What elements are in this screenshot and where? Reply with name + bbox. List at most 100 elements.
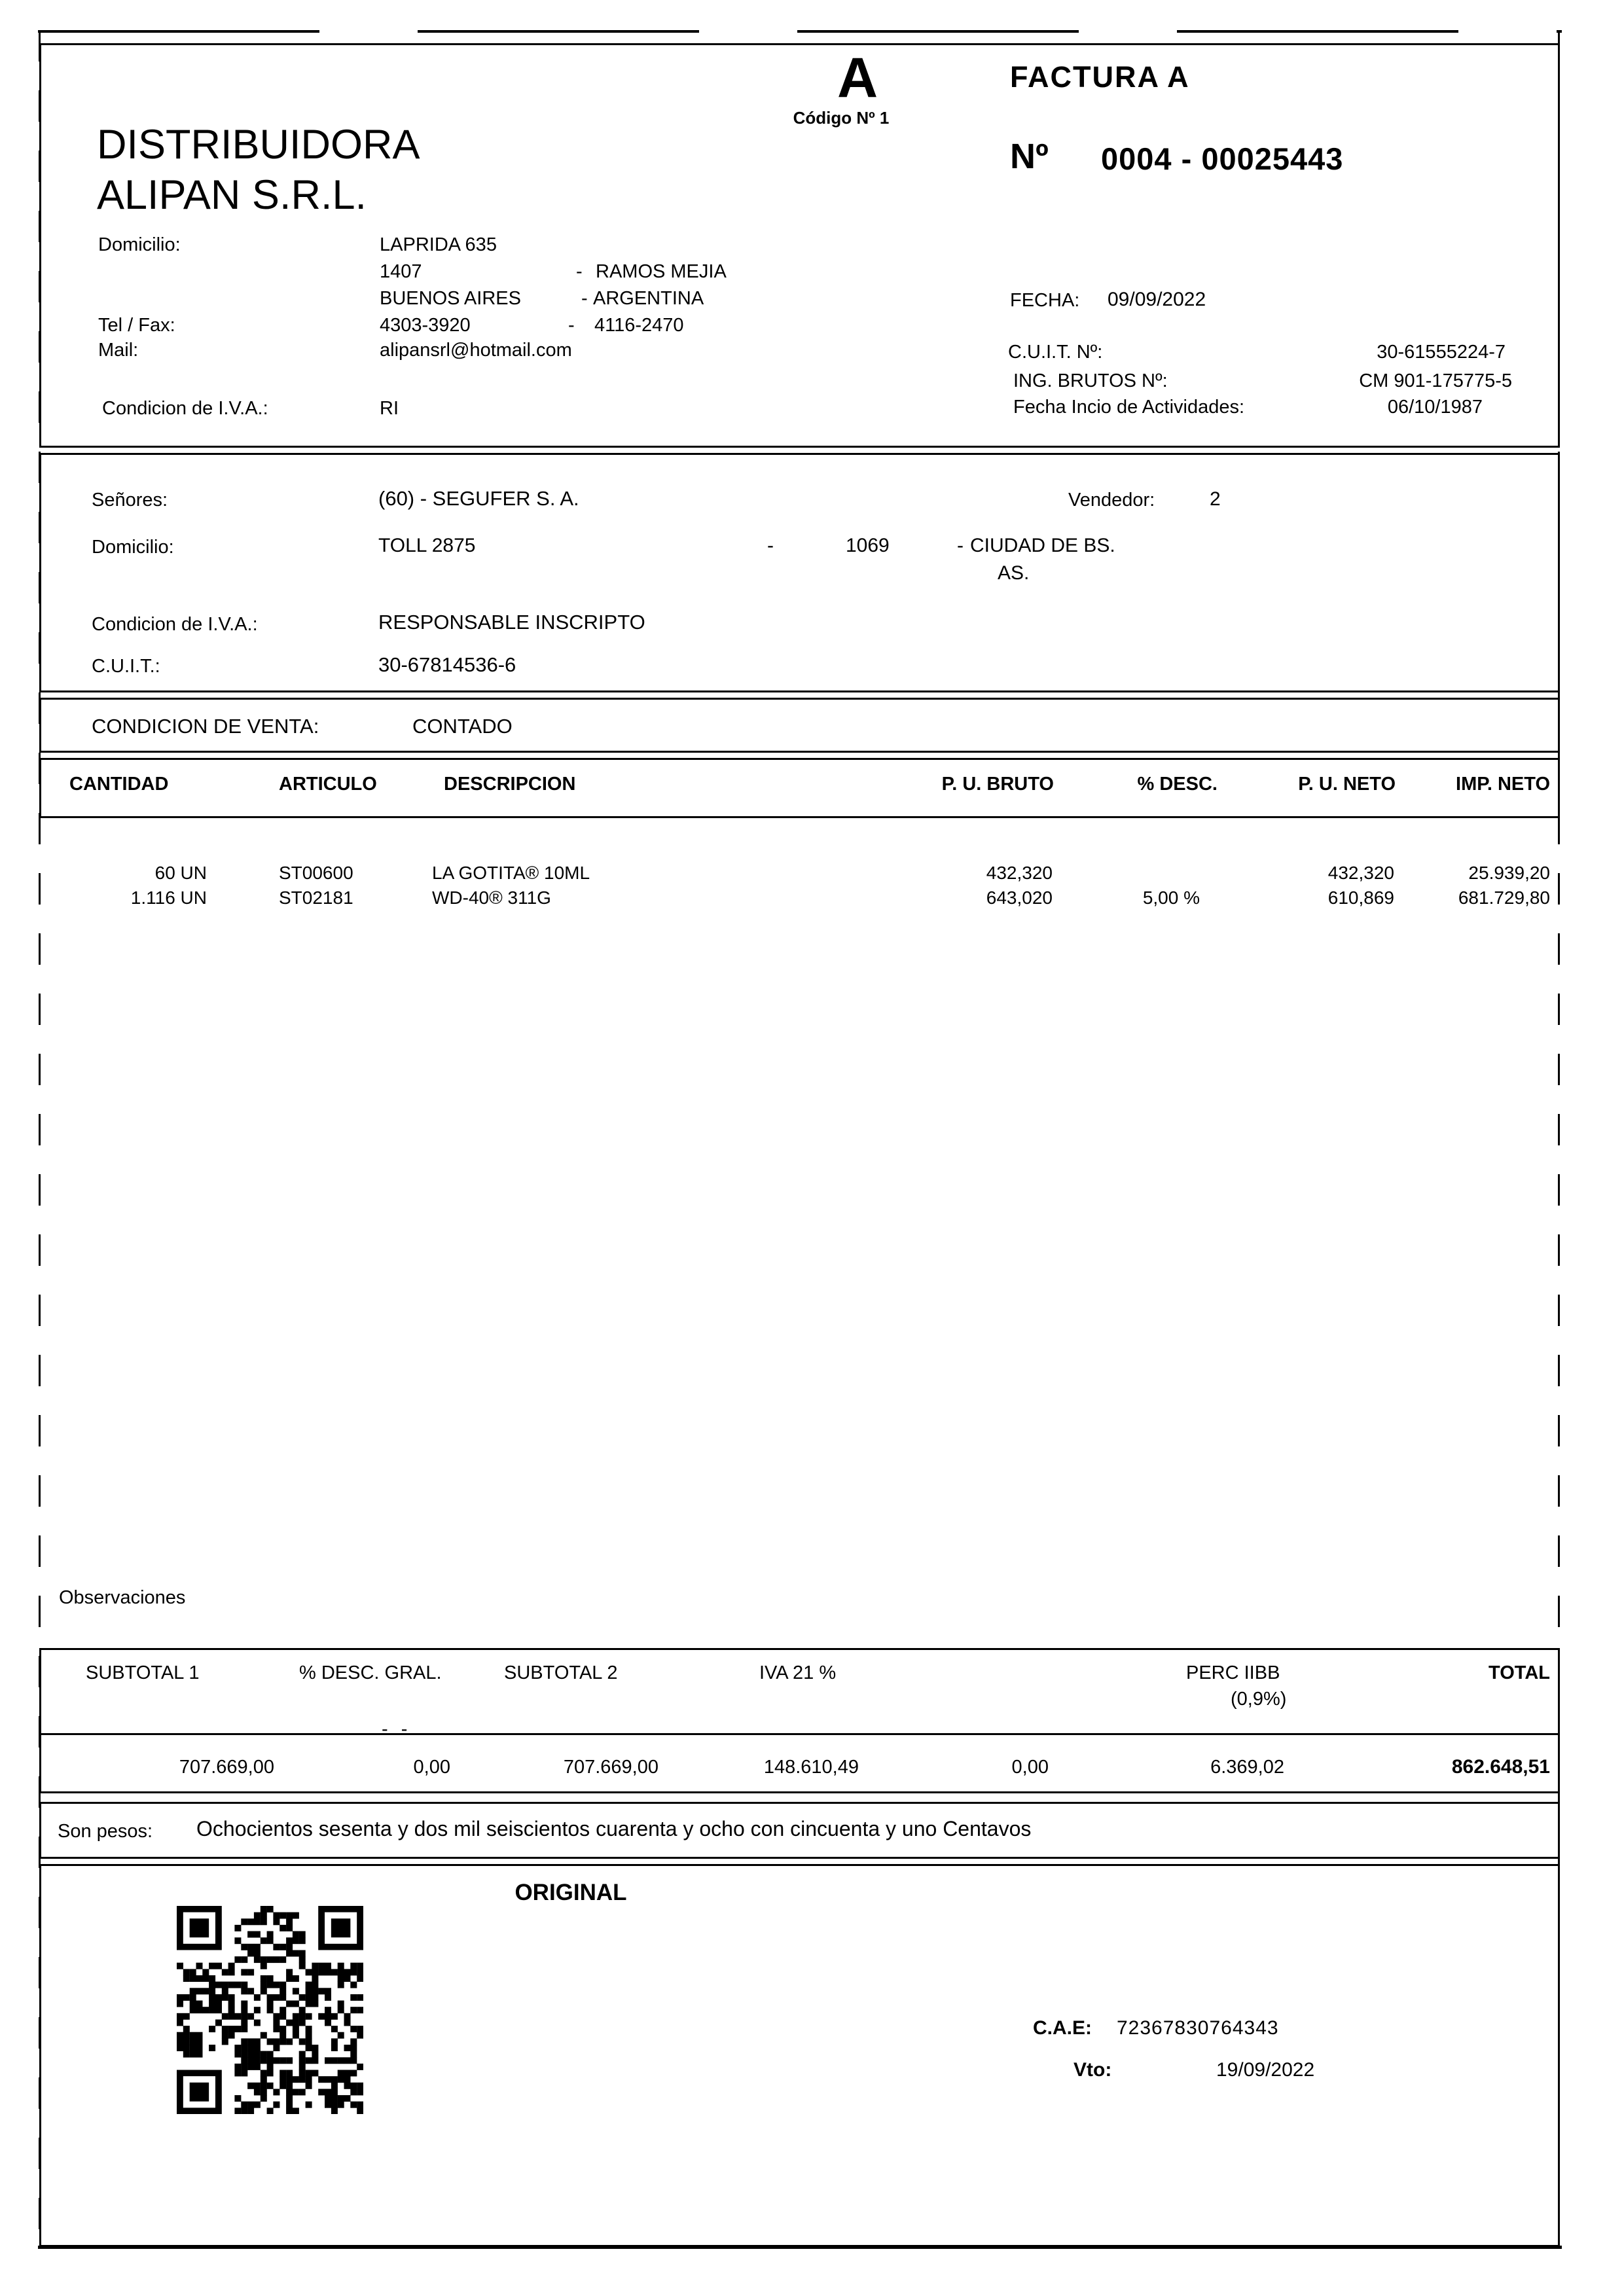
doc-type-title: FACTURA A (1010, 60, 1190, 94)
company-telfax-label: Tel / Fax: (98, 315, 175, 336)
sale-condition-box (39, 698, 1560, 753)
item-pu-neto: 432,320 (1327, 863, 1394, 883)
total-header-subtotal2: SUBTOTAL 2 (504, 1662, 618, 1683)
company-address-zip: 1407 (380, 261, 422, 282)
iibb-label: ING. BRUTOS Nº: (1013, 370, 1168, 391)
observaciones-label: Observaciones (59, 1587, 186, 1608)
cut-line-right (1558, 30, 1560, 2248)
telfax-separator: - (568, 315, 575, 336)
customer-cuit-label: C.U.I.T.: (92, 656, 160, 677)
vto-label: Vto: (1074, 2059, 1112, 2081)
customer-box (39, 453, 1560, 692)
company-fax: 4116-2470 (594, 315, 684, 336)
total-header-desc-gral: % DESC. GRAL. (299, 1662, 442, 1683)
company-iva-label: Condicion de I.V.A.: (102, 398, 268, 419)
cut-line-top (38, 30, 1562, 33)
cae-label: C.A.E: (1033, 2017, 1092, 2039)
address-separator: - (581, 288, 588, 309)
item-cantidad: 1.116 UN (130, 888, 207, 908)
total-value-iva: 148.610,49 (763, 1757, 859, 1778)
col-header-cantidad: CANTIDAD (69, 774, 169, 795)
total-value-perc-iibb: 6.369,02 (1210, 1757, 1284, 1778)
invoice-number-label: Nº (1010, 137, 1049, 176)
total-value-subtotal1: 707.669,00 (179, 1757, 274, 1778)
qr-code (177, 1906, 364, 2115)
company-address-country: ARGENTINA (593, 288, 704, 309)
customer-city-line1: CIUDAD DE BS. (970, 535, 1115, 556)
desc-gral-dash-note: - - (382, 1719, 412, 1740)
sale-condition-label: CONDICION DE VENTA: (92, 715, 319, 738)
items-header-box (39, 758, 1560, 818)
son-pesos-value: Ochocientos sesenta y dos mil seisciento… (196, 1817, 1032, 1840)
item-descripcion: LA GOTITA® 10ML (432, 863, 590, 883)
fecha-label: FECHA: (1010, 290, 1080, 311)
company-mail-label: Mail: (98, 340, 139, 361)
company-address-state: BUENOS AIRES (380, 288, 521, 309)
header-box (39, 43, 1560, 448)
address-separator: - (576, 261, 583, 282)
iibb-value: CM 901-175775-5 (1359, 370, 1512, 391)
company-cuit-value: 30-61555224-7 (1377, 342, 1506, 363)
col-header-descripcion: DESCRIPCION (444, 774, 576, 795)
cut-line-left (39, 30, 41, 2248)
copy-type-label: ORIGINAL (514, 1880, 627, 1905)
col-header-pu-bruto: P. U. BRUTO (941, 774, 1054, 795)
company-tel: 4303-3920 (380, 315, 471, 336)
invoice-number-value: 0004 - 00025443 (1101, 141, 1344, 176)
col-header-desc: % DESC. (1137, 774, 1218, 795)
total-value-subtotal2: 707.669,00 (563, 1757, 659, 1778)
col-header-articulo: ARTICULO (279, 774, 377, 795)
company-address-city: RAMOS MEJIA (596, 261, 727, 282)
cae-value: 72367830764343 (1117, 2017, 1279, 2039)
item-articulo: ST00600 (279, 863, 353, 883)
customer-zip: 1069 (846, 535, 890, 556)
amount-words-box (39, 1802, 1560, 1859)
col-header-imp-neto: IMP. NETO (1456, 774, 1550, 795)
customer-address-separator: - (767, 535, 774, 556)
senores-label: Señores: (92, 490, 168, 511)
totals-divider-line (41, 1733, 1558, 1735)
company-address-street: LAPRIDA 635 (380, 234, 497, 255)
company-name-line2: ALIPAN S.R.L. (97, 172, 367, 218)
item-pu-bruto: 643,020 (986, 888, 1053, 908)
customer-city-line2: AS. (998, 562, 1030, 584)
customer-city-separator: - (957, 535, 964, 556)
perc-iibb-rate: (0,9%) (1231, 1689, 1287, 1710)
total-header-subtotal1: SUBTOTAL 1 (86, 1662, 200, 1683)
col-header-pu-neto: P. U. NETO (1298, 774, 1396, 795)
item-pu-bruto: 432,320 (986, 863, 1053, 883)
vendedor-label: Vendedor: (1068, 490, 1155, 511)
company-mail: alipansrl@hotmail.com (380, 340, 572, 361)
customer-cuit-value: 30-67814536-6 (378, 653, 516, 676)
senores-value: (60) - SEGUFER S. A. (378, 487, 579, 510)
item-cantidad: 60 UN (154, 863, 207, 883)
son-pesos-label: Son pesos: (58, 1821, 153, 1842)
item-imp-neto: 681.729,80 (1458, 888, 1550, 908)
customer-iva-value: RESPONSABLE INSCRIPTO (378, 611, 645, 634)
sale-condition-value: CONTADO (412, 715, 513, 738)
item-pu-neto: 610,869 (1327, 888, 1394, 908)
total-header-total: TOTAL (1489, 1662, 1550, 1683)
item-desc: 5,00 % (1142, 888, 1200, 908)
customer-street: TOLL 2875 (378, 535, 476, 556)
company-address-label: Domicilio: (98, 234, 181, 255)
customer-address-label: Domicilio: (92, 537, 174, 558)
item-imp-neto: 25.939,20 (1468, 863, 1550, 883)
company-cuit-label: C.U.I.T. Nº: (1008, 342, 1103, 363)
inicio-actividades-label: Fecha Incio de Actividades: (1013, 397, 1245, 418)
fecha-value: 09/09/2022 (1108, 289, 1206, 310)
vto-value: 19/09/2022 (1216, 2059, 1315, 2081)
totals-box (39, 1648, 1560, 1793)
cut-line-bottom (38, 2246, 1562, 2249)
customer-iva-label: Condicion de I.V.A.: (92, 614, 258, 635)
total-header-iva: IVA 21 % (759, 1662, 837, 1683)
footer-box (39, 1864, 1560, 2247)
invoice-code-label: Código Nº 1 (793, 108, 890, 128)
total-header-perc-iibb: PERC IIBB (1186, 1662, 1280, 1683)
inicio-actividades-value: 06/10/1987 (1387, 397, 1483, 418)
invoice-type-letter: A (837, 46, 878, 109)
vendedor-value: 2 (1210, 488, 1221, 510)
total-value-total: 862.648,51 (1451, 1756, 1550, 1778)
total-value-otros: 0,00 (1011, 1757, 1049, 1778)
